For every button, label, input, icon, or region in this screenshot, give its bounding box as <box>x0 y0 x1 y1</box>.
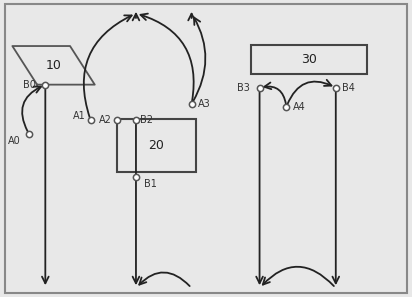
Text: B2: B2 <box>140 115 153 125</box>
Text: A2: A2 <box>98 115 112 125</box>
Text: B0: B0 <box>23 80 36 90</box>
Bar <box>251 45 367 74</box>
Text: B3: B3 <box>237 83 250 93</box>
Text: B4: B4 <box>342 83 355 93</box>
Text: A0: A0 <box>8 136 21 146</box>
Text: A3: A3 <box>198 99 210 109</box>
Text: 10: 10 <box>46 59 61 72</box>
Text: A1: A1 <box>73 111 85 121</box>
Text: A4: A4 <box>293 102 306 112</box>
Text: 20: 20 <box>149 139 164 152</box>
Text: B1: B1 <box>144 179 157 189</box>
Polygon shape <box>12 46 95 85</box>
Text: 30: 30 <box>301 53 317 66</box>
Bar <box>117 119 196 172</box>
